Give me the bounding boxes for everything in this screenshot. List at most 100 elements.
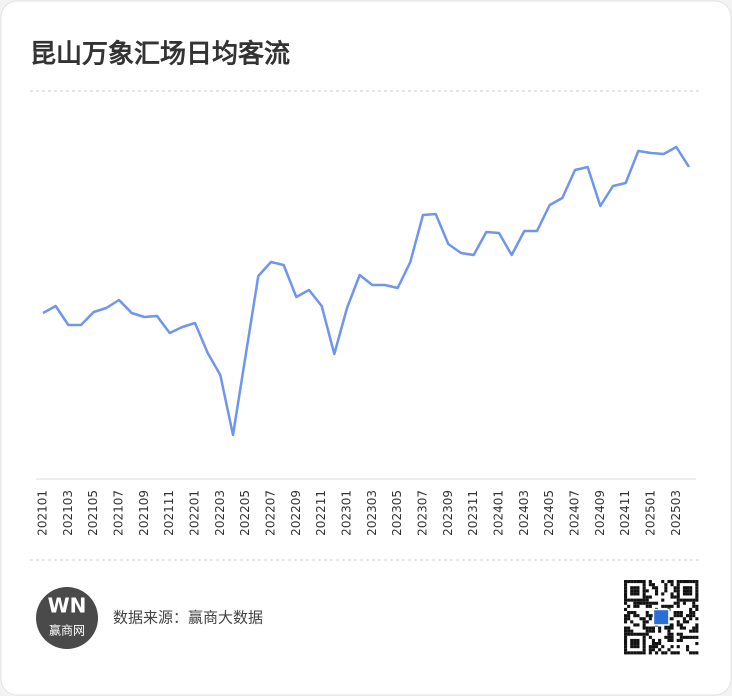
qr-cell	[670, 626, 674, 630]
qr-cell	[648, 617, 652, 621]
qr-cell	[624, 601, 628, 605]
x-tick-label: 202405	[542, 490, 556, 536]
qr-cell	[633, 586, 637, 590]
qr-cell	[636, 638, 640, 642]
qr-cell	[689, 629, 693, 633]
qr-cell	[655, 645, 659, 649]
qr-cell	[695, 589, 699, 593]
qr-cell	[630, 620, 634, 624]
qr-cell	[686, 635, 690, 639]
qr-cell	[630, 651, 634, 655]
line	[42, 145, 691, 437]
qr-cell	[679, 623, 683, 627]
qr-cell	[627, 651, 631, 655]
qr-cell	[624, 645, 628, 649]
qr-cell	[673, 611, 677, 615]
qr-cell	[676, 614, 680, 618]
qr-cell	[642, 645, 646, 649]
qr-cell	[627, 611, 631, 615]
x-tick-label: 202201	[188, 490, 202, 536]
qr-cell	[642, 648, 646, 652]
qr-cell	[639, 601, 643, 605]
qr-cell	[676, 632, 680, 636]
qr-cell	[624, 595, 628, 599]
x-tick-label: 202307	[416, 490, 430, 536]
qr-cell	[630, 592, 634, 596]
qr-cell	[695, 595, 699, 599]
qr-cell	[679, 635, 683, 639]
qr-cell	[673, 595, 677, 599]
qr-cell	[689, 651, 693, 655]
x-tick-label: 202501	[644, 490, 658, 536]
x-tick-label: 202103	[61, 490, 75, 536]
x-tick-label: 202107	[112, 490, 126, 536]
x-tick-label: 202303	[365, 490, 379, 536]
logo	[36, 587, 98, 649]
qr-cell	[651, 586, 655, 590]
qr-cell	[692, 580, 696, 584]
qr-cell	[667, 632, 671, 636]
qr-cell	[670, 617, 674, 621]
qr-cell	[695, 617, 699, 621]
qr-cell	[648, 648, 652, 652]
qr-cell	[670, 595, 674, 599]
qr-cell	[648, 614, 652, 618]
qr-cell	[648, 645, 652, 649]
qr-cell	[633, 614, 637, 618]
qr-cell	[624, 638, 628, 642]
qr-cell	[639, 580, 643, 584]
qr-cell	[655, 586, 659, 590]
qr-cell	[695, 629, 699, 633]
qr-cell	[651, 645, 655, 649]
qr-cell	[642, 617, 646, 621]
qr-cell	[686, 645, 690, 649]
qr-cell	[633, 589, 637, 593]
qr-cell	[630, 645, 634, 649]
qr-cell	[624, 635, 628, 639]
qr-cell	[630, 586, 634, 590]
qr-cell	[624, 632, 628, 636]
qr-cell	[695, 580, 699, 584]
logo-mark: WN	[48, 594, 87, 618]
qr-cell	[679, 611, 683, 615]
qr-cell	[642, 595, 646, 599]
qr-cell	[651, 601, 655, 605]
qr-cell	[624, 648, 628, 652]
qr-cell	[692, 626, 696, 630]
qr-cell	[642, 626, 646, 630]
qr-cell	[661, 598, 665, 602]
qr-cell	[686, 580, 690, 584]
qr-cell	[676, 589, 680, 593]
qr-cell	[627, 632, 631, 636]
qr-cell	[624, 589, 628, 593]
qr-cell	[636, 623, 640, 627]
qr-cell	[633, 651, 637, 655]
qr-cell	[624, 617, 628, 621]
qr-cell	[636, 651, 640, 655]
qr-cell	[686, 598, 690, 602]
qr-cell	[639, 632, 643, 636]
qr-cell	[689, 614, 693, 618]
qr-cell	[645, 595, 649, 599]
qr-cell	[679, 626, 683, 630]
qr-cell	[670, 632, 674, 636]
qr-cell	[682, 586, 686, 590]
qr-cell	[679, 638, 683, 642]
x-tick-label: 202207	[264, 490, 278, 536]
qr-cell	[648, 626, 652, 630]
qr-cell	[642, 592, 646, 596]
qr-cell	[686, 614, 690, 618]
x-tick-label: 202409	[593, 490, 607, 536]
qr-cell	[676, 645, 680, 649]
qr-cell	[655, 642, 659, 646]
qr-cell	[642, 632, 646, 636]
qr-cell	[682, 589, 686, 593]
qr-cell	[651, 638, 655, 642]
qr-cell	[676, 592, 680, 596]
qr-cell	[658, 648, 662, 652]
qr-cell	[670, 651, 674, 655]
qr-cell	[676, 601, 680, 605]
qr-cell	[676, 651, 680, 655]
qr-cell	[676, 638, 680, 642]
